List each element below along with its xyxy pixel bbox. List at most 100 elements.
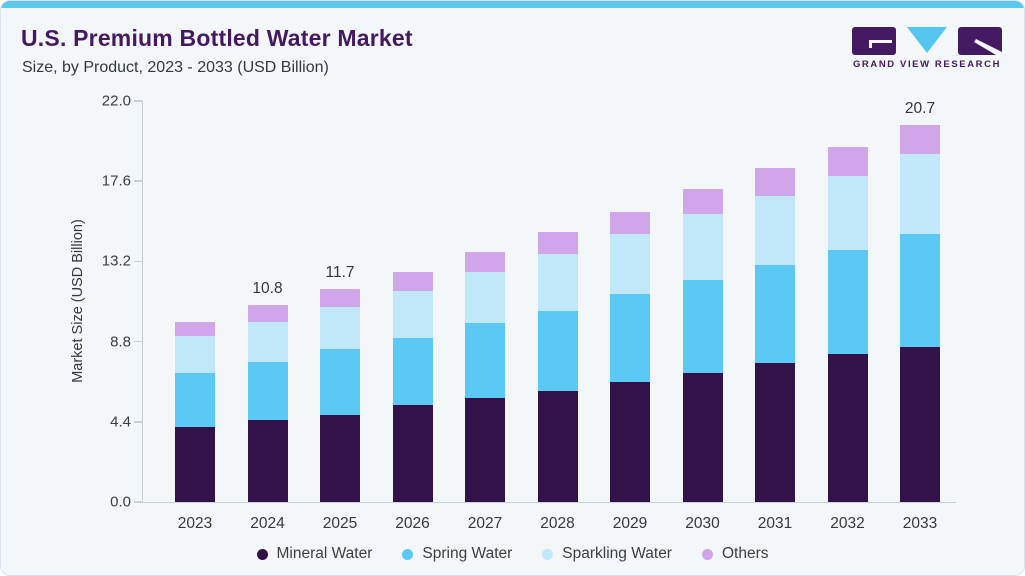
legend-label: Sparkling Water bbox=[562, 545, 672, 562]
bar-2033-mineral-water-segment bbox=[900, 347, 940, 502]
bar-2028-sparkling-water-segment bbox=[537, 254, 578, 311]
legend-dot-icon bbox=[256, 548, 268, 560]
x-tick-label-2032: 2032 bbox=[830, 515, 865, 532]
legend-label: Others bbox=[721, 545, 769, 562]
gvr-logo-icon bbox=[852, 27, 1002, 55]
legend-item-others: Others bbox=[701, 545, 769, 563]
bar-2027-spring-water-segment bbox=[465, 323, 505, 399]
chart-legend: Mineral Water Spring Water Sparkling Water… bbox=[1, 545, 1024, 563]
bar-2026-spring-water-segment bbox=[392, 337, 433, 406]
y-axis-title: Market Size (USD Billion) bbox=[70, 219, 86, 383]
bar-2023-spring-water-segment bbox=[175, 372, 215, 428]
bar-2028: 2028 bbox=[537, 232, 578, 532]
bar-2033: 20.7 2033 bbox=[900, 100, 940, 532]
page-subtitle: Size, by Product, 2023 - 2033 (USD Billi… bbox=[22, 59, 329, 76]
legend-item-sparkling-water: Sparkling Water bbox=[542, 545, 672, 563]
bar-2031-sparkling-water-segment bbox=[755, 195, 795, 266]
x-tick-label-2033: 2033 bbox=[902, 515, 938, 532]
bar-2024-spring-water-segment bbox=[247, 361, 288, 420]
bar-2033-sparkling-water-segment bbox=[900, 153, 940, 235]
bar-2025-mineral-water-segment bbox=[320, 414, 360, 502]
plot-area: 2023 10.8 2024 11.7 2025 2026 2027 2028 2029 2030… bbox=[102, 93, 956, 532]
bar-2023-others-segment bbox=[175, 321, 215, 337]
y-tick-label-0.0: 0.0 bbox=[110, 493, 131, 511]
bar-2030-others-segment bbox=[682, 188, 723, 215]
bar-2032-others-segment bbox=[827, 146, 868, 176]
bar-2032: 2032 bbox=[827, 146, 868, 532]
bar-2026-sparkling-water-segment bbox=[392, 290, 433, 338]
y-tick-mark bbox=[134, 501, 142, 503]
bar-2029-others-segment bbox=[610, 212, 650, 235]
logo-g-icon bbox=[852, 27, 896, 55]
x-tick-label-2026: 2026 bbox=[395, 515, 430, 532]
y-tick-mark bbox=[134, 100, 142, 102]
bar-2025: 11.7 2025 bbox=[320, 264, 360, 532]
top-accent-strip bbox=[1, 1, 1024, 8]
x-tick-label-2027: 2027 bbox=[467, 515, 503, 532]
legend-label: Spring Water bbox=[422, 545, 513, 562]
bar-2027-sparkling-water-segment bbox=[465, 272, 505, 324]
logo-wordmark: GRAND VIEW RESEARCH bbox=[852, 59, 1002, 70]
bar-2027-others-segment bbox=[465, 252, 505, 273]
legend-label: Mineral Water bbox=[276, 545, 373, 562]
y-tick-mark bbox=[134, 340, 142, 343]
bar-2024-mineral-water-segment bbox=[247, 419, 288, 502]
bar-2025-spring-water-segment bbox=[320, 348, 360, 415]
bar-2031-spring-water-segment bbox=[755, 265, 795, 364]
bar-2026-mineral-water-segment bbox=[392, 405, 433, 502]
bar-2032-spring-water-segment bbox=[827, 250, 868, 355]
bar-2029-sparkling-water-segment bbox=[610, 234, 650, 295]
bar-2028-mineral-water-segment bbox=[537, 390, 578, 502]
total-label-2033: 20.7 bbox=[904, 99, 936, 117]
bar-2024-sparkling-water-segment bbox=[247, 321, 288, 362]
bar-2024: 10.8 2024 bbox=[247, 280, 288, 532]
x-tick-label-2023: 2023 bbox=[177, 515, 213, 532]
legend-dot-icon bbox=[701, 548, 713, 560]
total-label-2024: 10.8 bbox=[252, 280, 283, 298]
y-tick-label-8.8: 8.8 bbox=[110, 333, 131, 351]
bar-2029: 2029 bbox=[610, 212, 650, 532]
x-tick-label-2028: 2028 bbox=[540, 515, 575, 532]
x-tick-label-2030: 2030 bbox=[685, 515, 720, 532]
legend-dot-icon bbox=[542, 548, 554, 560]
bar-2023-mineral-water-segment bbox=[175, 427, 215, 502]
bar-2024-others-segment bbox=[247, 305, 288, 322]
bar-2029-spring-water-segment bbox=[610, 294, 650, 382]
y-tick-label-22.0: 22.0 bbox=[101, 92, 131, 110]
y-tick-label-13.2: 13.2 bbox=[101, 252, 131, 270]
bar-2033-others-segment bbox=[900, 124, 940, 154]
y-tick-mark bbox=[134, 180, 142, 182]
bar-2027: 2027 bbox=[465, 252, 505, 532]
x-tick-label-2031: 2031 bbox=[757, 515, 793, 532]
x-tick-label-2025: 2025 bbox=[322, 515, 358, 532]
bar-2026-others-segment bbox=[392, 272, 433, 291]
x-tick-label-2024: 2024 bbox=[250, 515, 285, 532]
bar-2023: 2023 bbox=[175, 321, 215, 532]
bar-2029-mineral-water-segment bbox=[610, 381, 650, 502]
y-tick-mark bbox=[134, 260, 142, 263]
bar-2026: 2026 bbox=[392, 272, 433, 532]
bar-2030-mineral-water-segment bbox=[682, 372, 723, 502]
bar-2027-mineral-water-segment bbox=[465, 398, 505, 502]
y-tick-label-17.6: 17.6 bbox=[101, 172, 131, 190]
page-title: U.S. Premium Bottled Water Market bbox=[21, 25, 413, 51]
legend-dot-icon bbox=[402, 548, 414, 560]
bar-2028-others-segment bbox=[537, 232, 578, 255]
bar-2030-sparkling-water-segment bbox=[682, 214, 723, 280]
bar-2025-sparkling-water-segment bbox=[320, 307, 360, 349]
logo-v-icon bbox=[907, 27, 947, 53]
bar-2031: 2031 bbox=[755, 168, 795, 532]
bar-2032-sparkling-water-segment bbox=[827, 175, 868, 251]
bar-2033-spring-water-segment bbox=[900, 234, 940, 348]
bar-2028-spring-water-segment bbox=[537, 310, 578, 391]
bar-2031-others-segment bbox=[755, 168, 795, 196]
legend-item-mineral-water: Mineral Water bbox=[256, 545, 373, 563]
grand-view-research-logo: GRAND VIEW RESEARCH bbox=[852, 27, 1002, 70]
bar-2023-sparkling-water-segment bbox=[175, 336, 215, 373]
bar-2031-mineral-water-segment bbox=[755, 363, 795, 502]
legend-item-spring-water: Spring Water bbox=[402, 545, 512, 563]
bar-2025-others-segment bbox=[320, 288, 360, 307]
total-label-2025: 11.7 bbox=[325, 263, 355, 281]
x-tick-label-2029: 2029 bbox=[612, 515, 648, 532]
